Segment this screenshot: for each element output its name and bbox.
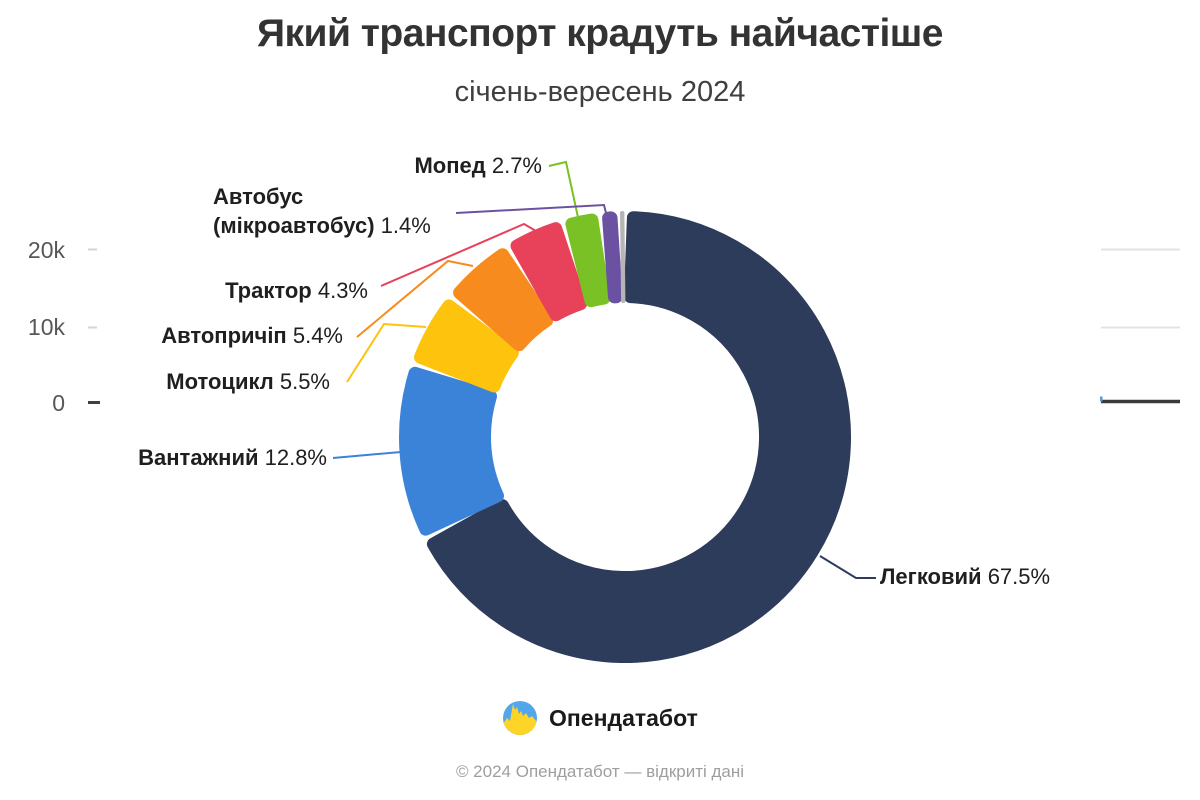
donut-slice-3 [453, 248, 554, 352]
y-axis-tick-label-20k: 20k [27, 237, 65, 263]
opendatabot-logo-text: Опендатабот [549, 705, 698, 731]
opendatabot-logo: Опендатабот [502, 700, 698, 736]
callout-line-4 [380, 222, 537, 287]
donut-slice-1 [399, 366, 504, 536]
donut-slice-other [620, 210, 626, 303]
y-axis-tick-label-10k: 10k [27, 314, 65, 340]
chart-title: Який транспорт крадуть найчастіше [256, 12, 944, 55]
callout-line-6 [455, 203, 609, 222]
donut-slice-0 [426, 211, 851, 664]
callout-line-3 [356, 259, 474, 338]
copyright-line: © 2024 Опендатабот — відкриті дані [455, 762, 745, 781]
callout-line-0 [819, 555, 876, 579]
callout-line-5 [548, 160, 580, 223]
tiny-bar-remnant [1100, 396, 1103, 402]
donut-slice-6 [602, 211, 623, 304]
opendatabot-logo-icon [503, 701, 537, 735]
callout-line-2 [346, 322, 427, 383]
chart-subtitle: січень-вересень 2024 [454, 76, 746, 108]
callout-line-1 [332, 451, 402, 459]
donut-slice-2 [414, 299, 519, 393]
y-axis-tick-label-0: 0 [52, 390, 65, 416]
donut-slice-4 [510, 222, 588, 322]
donut-slice-5 [565, 213, 611, 308]
